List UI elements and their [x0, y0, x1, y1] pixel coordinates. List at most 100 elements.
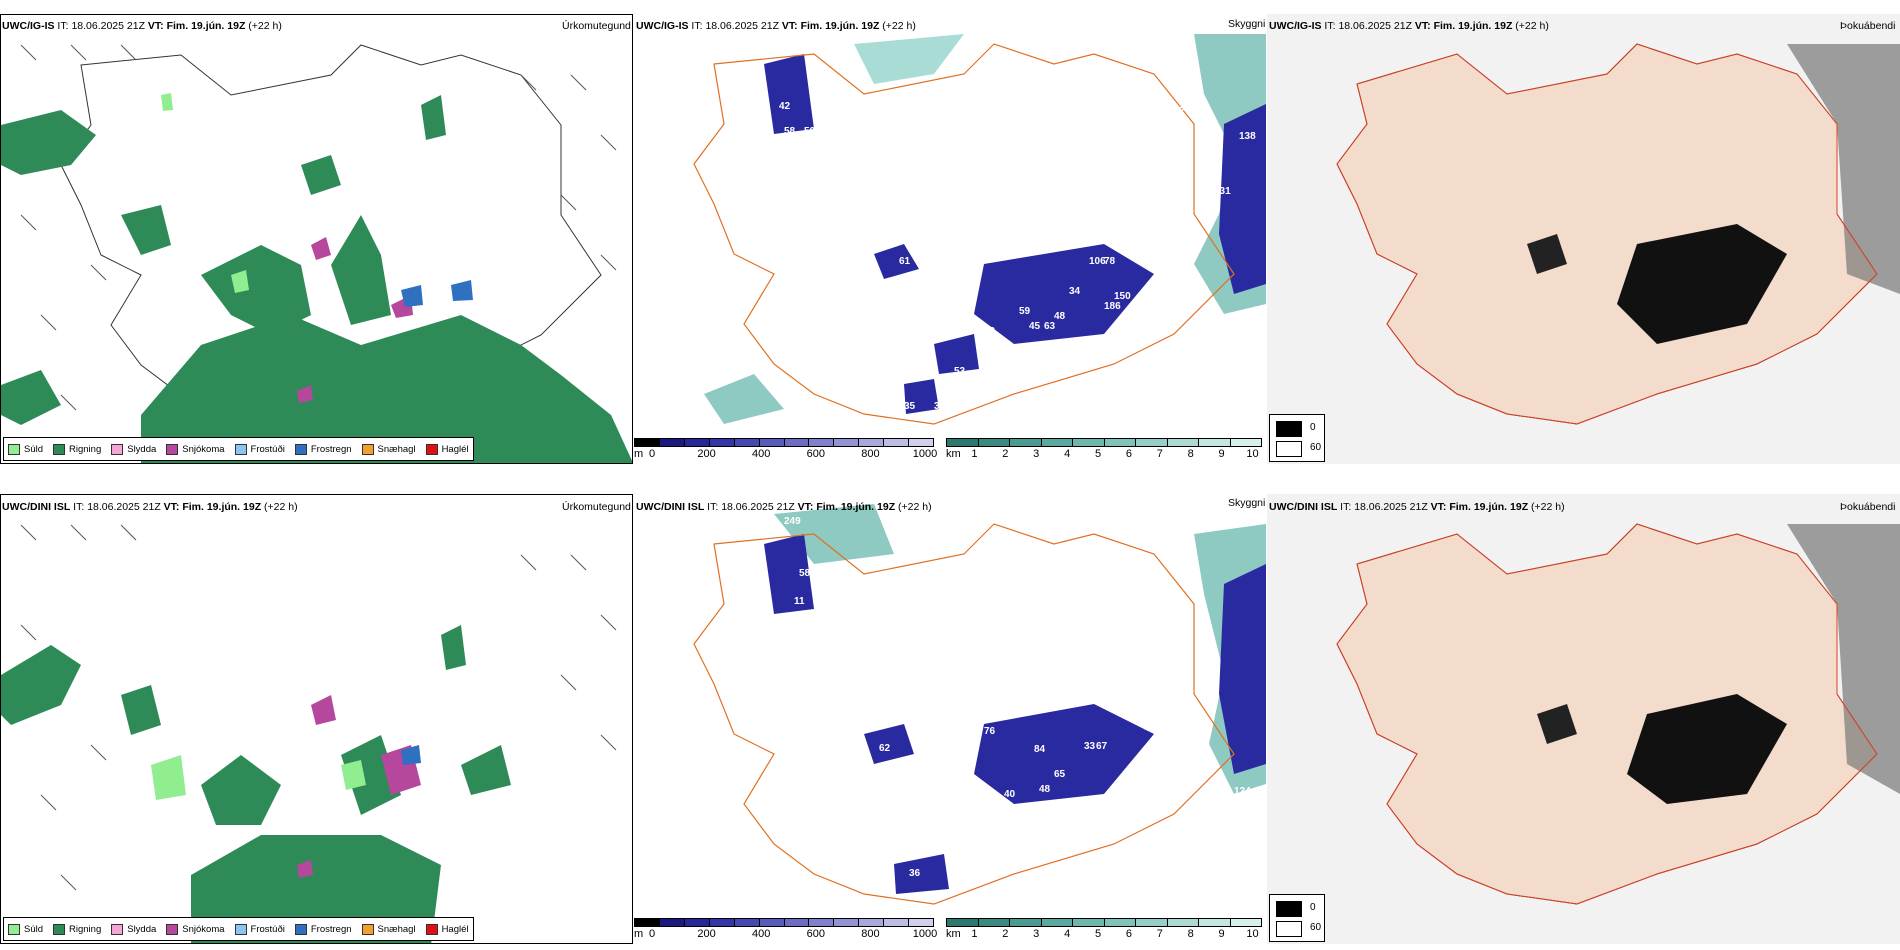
- header-fog-ig: UWC/IG-IS IT: 18.06.2025 21Z VT: Fim. 19…: [1269, 20, 1549, 32]
- fog-north: [854, 34, 964, 84]
- it-label: IT:: [73, 501, 85, 513]
- header-visibility-dini: UWC/DINI ISL IT: 18.06.2025 21Z VT: Fim.…: [636, 501, 932, 513]
- legend-item-2: Slydda: [111, 443, 156, 455]
- colorbar-tick: 800: [861, 928, 880, 940]
- it-value: 18.06.2025 21Z: [1338, 20, 1412, 32]
- colorbar-cell: [884, 439, 910, 446]
- colorbar-tick: 7: [1156, 928, 1163, 940]
- low-vis-northwest: [764, 54, 814, 134]
- colorbar-cell: [1199, 439, 1231, 446]
- model-name: UWC/IG-IS: [2, 20, 55, 32]
- precip-legend: Súld Rigning Slydda Snjókoma Frostúði Frostre…: [3, 917, 474, 941]
- legend-label: Snæhagl: [377, 923, 416, 935]
- colorbar-cell: [884, 919, 910, 926]
- visibility-value-label: 34: [1069, 286, 1081, 297]
- header-visibility-ig: UWC/IG-IS IT: 18.06.2025 21Z VT: Fim. 19…: [636, 20, 916, 32]
- low-vis-south: [894, 854, 949, 894]
- legend-swatch: [166, 923, 179, 935]
- visibility-map-ig: 42 58 50 40 57 82 84 61 66 83 92 106 78 131 138 150 186 3…: [634, 14, 1266, 464]
- legend-item-1: Rigning: [53, 443, 101, 455]
- visibility-value-label: 84: [1034, 744, 1046, 755]
- visibility-value-label: 20: [799, 351, 811, 362]
- legend-item-0: Súld: [8, 443, 43, 455]
- colorbar-unit: km: [946, 928, 961, 940]
- colorbar-tick: 5: [1094, 448, 1102, 460]
- it-value: 18.06.2025 21Z: [721, 501, 795, 513]
- colorbar-tick: 600: [806, 928, 825, 940]
- legend-swatch: [234, 923, 247, 935]
- fog-index-map-ig: 0 60: [1267, 14, 1900, 464]
- vt-label: VT:: [1414, 20, 1431, 32]
- visibility-value-label: 109: [924, 256, 941, 267]
- visibility-value-label: 103: [979, 366, 996, 377]
- colorbar-unit: m: [634, 448, 644, 460]
- legend-swatch: [294, 443, 307, 455]
- model-name: UWC/IG-IS: [1269, 20, 1322, 32]
- road-network: [693, 523, 1235, 905]
- fog-legend-white-swatch: [1276, 441, 1302, 457]
- legend-label: Haglél: [441, 443, 469, 455]
- fog-legend-max: 60: [1310, 442, 1322, 453]
- vt-value: Fim. 19.jún. 19Z: [1433, 20, 1513, 32]
- title-precip-dini: Úrkomutegund: [562, 501, 631, 513]
- legend-swatch: [111, 923, 124, 935]
- precip-type-map-dini: Súld Rigning Slydda Snjókoma Frostúði Frostre…: [0, 494, 633, 944]
- it-value: 18.06.2025 21Z: [71, 20, 145, 32]
- visibility-value-label: 61: [1049, 161, 1061, 172]
- visibility-value-label: 65: [1054, 769, 1066, 780]
- colorbar-cell: [759, 439, 785, 446]
- visibility-value-label: 216: [1094, 686, 1111, 697]
- colorbar-cell: [1167, 919, 1199, 926]
- visibility-value-label: 58: [784, 126, 796, 137]
- colorbar-cell: [734, 439, 760, 446]
- colorbar-cell: [1073, 919, 1105, 926]
- colorbar-tick: 400: [752, 448, 771, 460]
- colorbar-cell: [947, 439, 979, 446]
- colorbar-tick: 0: [648, 448, 656, 460]
- it-label: IT:: [707, 501, 719, 513]
- legend-swatch: [361, 443, 374, 455]
- fog-dark-west: [1527, 234, 1567, 274]
- visibility-value-label: 150: [1114, 291, 1131, 302]
- model-name: UWC/DINI ISL: [2, 501, 71, 513]
- legend-label: Frostregn: [310, 443, 352, 455]
- colorbar-cell: [1136, 439, 1168, 446]
- colorbar-tick: 1000: [912, 448, 938, 460]
- visibility-value-label: 92: [1084, 236, 1096, 247]
- colorbar-cell: [1104, 439, 1136, 446]
- visibility-value-label: 62: [879, 743, 891, 754]
- visibility-value-label: 36: [909, 868, 921, 879]
- low-vis-west: [864, 724, 914, 764]
- legend-item-7: Haglél: [425, 443, 469, 455]
- visibility-value-label: 111: [964, 611, 980, 622]
- freezing-rain-areas: [401, 745, 421, 765]
- colorbar-cell: [1010, 439, 1042, 446]
- colorbar-cell: [784, 439, 810, 446]
- colorbar-strip: [634, 438, 934, 447]
- colorbar-tick: 9: [1218, 448, 1225, 460]
- visibility-value-label: 75: [944, 729, 956, 740]
- colorbar-cell: [1167, 439, 1199, 446]
- visibility-value-label: 6: [869, 376, 875, 387]
- fog-legend-min: 0: [1310, 902, 1316, 913]
- legend-label: Slydda: [127, 923, 157, 935]
- colorbar-tick: 200: [697, 448, 716, 460]
- visibility-value-label: 50: [804, 126, 816, 137]
- legend-swatch: [8, 443, 20, 455]
- fog-map-canvas: [1267, 14, 1900, 464]
- visibility-value-label: 48: [1039, 784, 1051, 795]
- vt-value: Fim. 19.jún. 19Z: [816, 501, 896, 513]
- visibility-map-dini: 249 58 11 83 111 65 216 300 67 124 48 33 84 65 40 48 56 7…: [634, 494, 1266, 944]
- vt-label: VT:: [163, 501, 180, 513]
- header-fog-dini: UWC/DINI ISL IT: 18.06.2025 21Z VT: Fim.…: [1269, 501, 1565, 513]
- colorbar-cell: [978, 439, 1010, 446]
- colorbar-cell: [659, 919, 685, 926]
- colorbar-cell: [784, 919, 810, 926]
- colorbar-tick: 3: [1033, 448, 1040, 460]
- model-name: UWC/DINI ISL: [1269, 501, 1338, 513]
- road-overlay: [1336, 43, 1878, 425]
- colorbar-cell: [709, 439, 735, 446]
- visibility-value-label: 36: [894, 276, 906, 287]
